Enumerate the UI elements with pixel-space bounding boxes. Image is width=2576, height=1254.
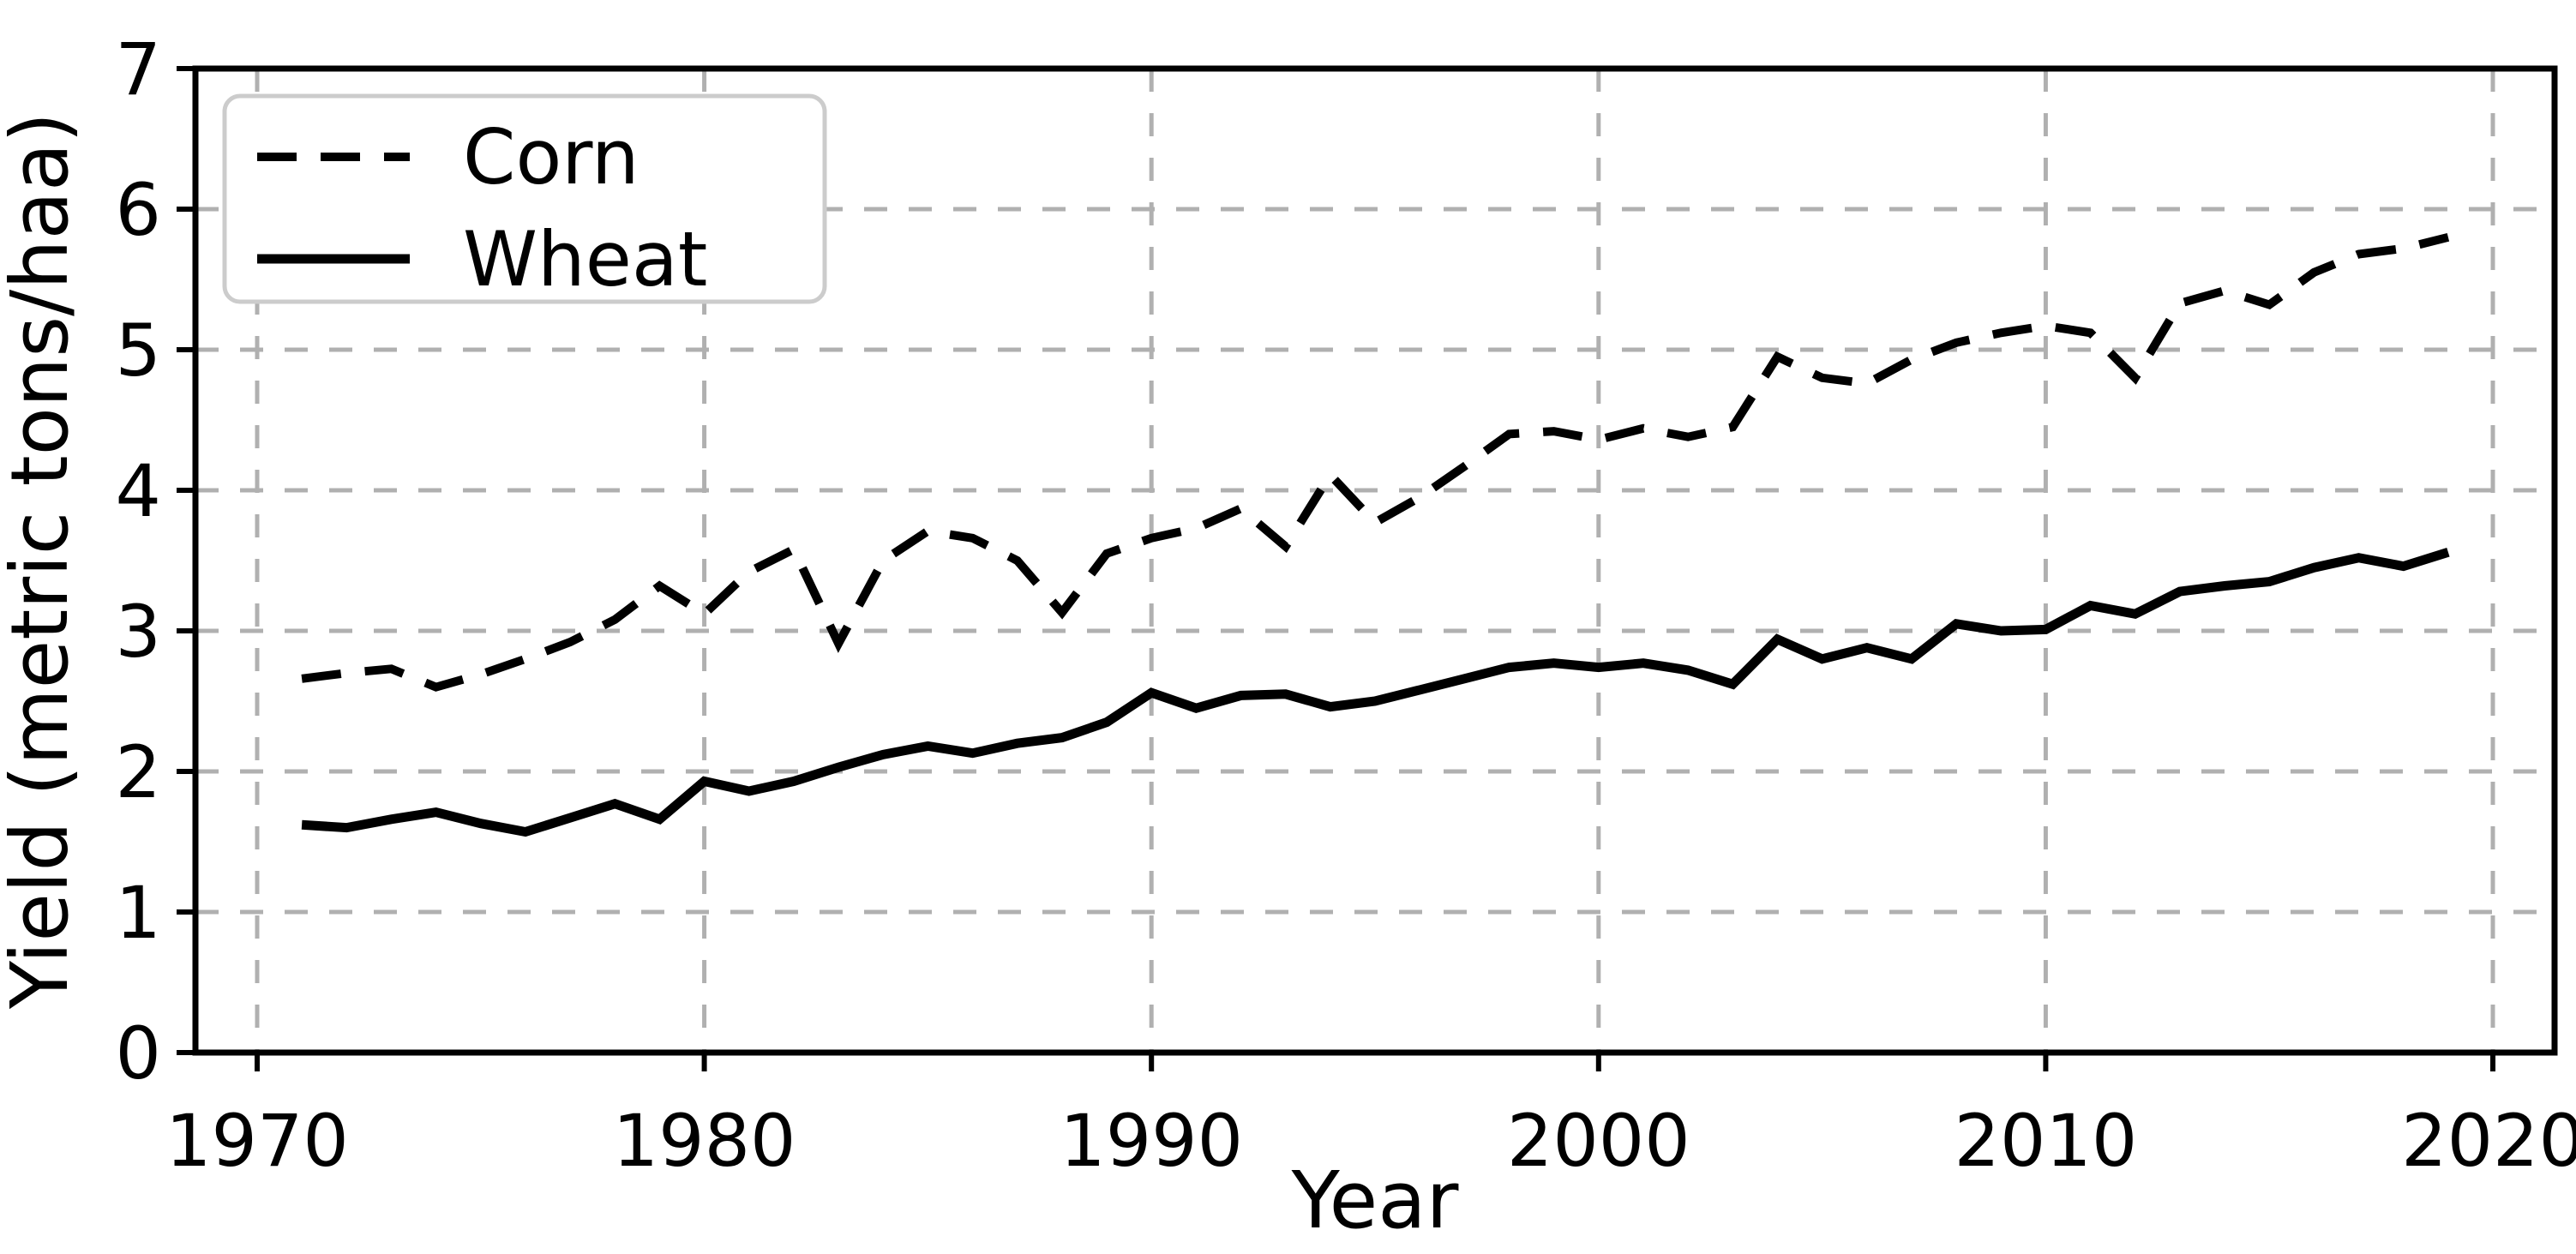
y-tick-label: 2 [116, 730, 161, 814]
y-axis-label: Yield (metric tons/haa) [0, 112, 86, 1010]
axis-ticks: 1970 1980 1990 2000 2010 2020 0 1 2 3 4 5 6 7 [116, 27, 2576, 1183]
data-series [301, 232, 2450, 837]
wheat-line [301, 547, 2450, 837]
plot-border [192, 65, 2558, 1056]
x-tick-label: 1990 [1060, 1099, 1243, 1183]
legend-box [222, 93, 827, 304]
x-tick-label: 2020 [2401, 1099, 2576, 1183]
corn-line [301, 232, 2450, 692]
x-tick-label: 2000 [1507, 1099, 1690, 1183]
y-tick-label: 4 [116, 449, 161, 533]
x-tick-label: 2010 [1955, 1099, 2138, 1183]
y-tick-label: 0 [116, 1011, 161, 1095]
legend: Corn Wheat [222, 93, 827, 304]
x-tick-label: 1980 [613, 1099, 796, 1183]
x-tick-label: 1970 [165, 1099, 349, 1183]
y-tick-label: 3 [116, 590, 161, 674]
legend-corn-label: Corn [463, 113, 639, 201]
y-tick-label: 7 [116, 27, 161, 111]
y-tick-label: 5 [116, 309, 161, 393]
y-tick-label: 6 [116, 168, 161, 252]
legend-wheat-label: Wheat [463, 215, 707, 303]
x-axis-label: Year [1291, 1155, 1459, 1246]
y-tick-label: 1 [116, 871, 161, 955]
